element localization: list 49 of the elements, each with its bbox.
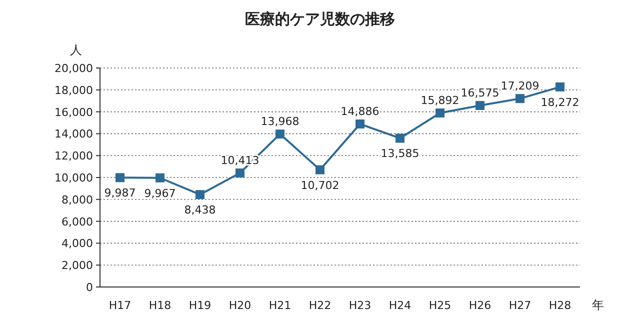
point [276,130,284,139]
x-tick-label: H27 [508,299,532,312]
y-tick-label: 8,000 [62,193,93,206]
y-tick-label: 16,000 [54,106,93,119]
point [236,168,244,178]
y-tick-label: 20,000 [54,62,93,75]
point [316,165,324,174]
x-tick-label: H25 [428,299,452,312]
x-tick-label: H19 [188,299,212,312]
text: 9,987 [104,186,136,200]
y-tick-label: 2,000 [62,259,93,272]
chart-title: 医療的ケア児数の推移 [245,10,395,28]
y-axis-title: 人 [70,43,82,57]
text: 8,438 [184,204,216,217]
point [396,134,404,143]
point [196,190,204,200]
x-tick-label: H26 [468,299,492,312]
text: 14,886 [340,105,380,118]
x-tick-label: H17 [108,299,132,312]
x-tick-label: H28 [548,299,572,312]
point [516,94,524,104]
point [556,82,564,92]
text: 13,968 [260,115,300,128]
x-tick-label: H22 [308,299,332,312]
text: 18,272 [540,96,580,109]
text: 15,892 [420,94,460,107]
y-tick-label: 14,000 [54,128,93,141]
point [116,173,124,182]
point [436,108,444,118]
text: 13,585 [380,147,420,160]
x-tick-label: H23 [348,299,372,312]
x-tick-label: H18 [148,299,172,312]
text: 17,209 [500,80,540,93]
y-tick-label: 0 [86,281,93,294]
text: 10,702 [300,178,340,192]
y-tick-label: 10,000 [54,172,93,184]
x-tick-label: H21 [268,299,292,312]
x-tick-label: H20 [228,299,252,312]
y-tick-label: 4,000 [62,237,93,250]
y-tick-label: 6,000 [62,215,93,228]
point [356,120,364,128]
x-axis-title: 年 [592,298,604,312]
text: 16,575 [460,86,500,100]
text: 9,967 [144,186,176,200]
y-tick-label: 12,000 [54,150,93,163]
x-tick-label: H24 [388,299,412,312]
y-tick-label: 18,000 [54,84,93,97]
point [476,101,484,110]
point [156,173,164,182]
